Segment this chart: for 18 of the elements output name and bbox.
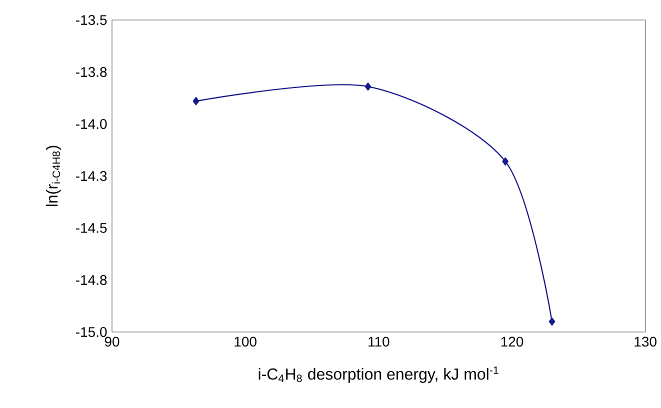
point [364, 82, 372, 91]
y-tick-label: -13.8 [76, 67, 107, 77]
y-tick-label: -14.8 [76, 275, 107, 285]
y-tick-label: -14.5 [76, 223, 107, 233]
y-tick-label: -15.0 [76, 327, 107, 337]
point [192, 97, 200, 106]
y-tick-label: -14.3 [76, 171, 107, 181]
x-axis-title: i-C$_{4}$H$_{8}$ desorption energy, kJ mol$^{-1}$ [258, 366, 498, 383]
y-tick-label: -13.5 [76, 15, 107, 25]
point [502, 157, 509, 166]
x-tick-label: 130 [634, 336, 656, 347]
point [548, 318, 556, 326]
y-axis-title: ln(r$_{i-C4H8}$) [46, 146, 61, 206]
y-tick-label: -14.0 [76, 119, 107, 129]
x-tick-label: 120 [501, 336, 524, 347]
x-tick-label: 100 [234, 336, 256, 347]
x-tick-label: 90 [104, 336, 120, 347]
x-tick-label: 110 [368, 336, 390, 347]
